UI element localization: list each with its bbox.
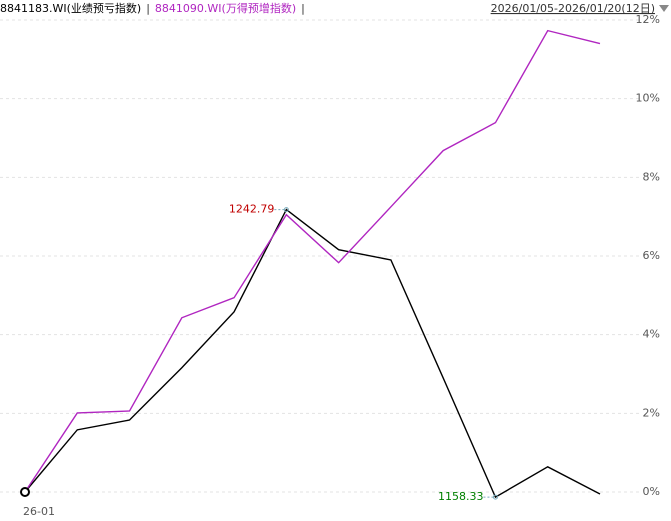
date-range[interactable]: 2026/01/05-2026/01/20(12日) xyxy=(491,2,655,15)
y-tick-label: 12% xyxy=(636,13,660,26)
legend-separator: | xyxy=(301,2,305,15)
annotation-point xyxy=(283,207,289,213)
y-tick-label: 0% xyxy=(643,485,660,498)
y-tick-label: 2% xyxy=(643,406,660,419)
x-tick-label: 26-01 xyxy=(23,505,55,518)
legend-separator: | xyxy=(146,2,150,15)
y-tick-label: 4% xyxy=(643,328,660,341)
y-tick-label: 6% xyxy=(643,249,660,262)
y-tick-label: 10% xyxy=(636,92,660,105)
annotation: 1242.79 xyxy=(229,203,275,216)
y-tick-label: 8% xyxy=(643,170,660,183)
legend-entry[interactable]: 8841183.WI(业绩预亏指数) xyxy=(0,1,141,15)
start-marker xyxy=(20,487,30,497)
annotation: 1158.33 xyxy=(438,490,484,503)
dropdown-icon[interactable] xyxy=(659,5,669,12)
series-line xyxy=(24,208,601,499)
legend-entry[interactable]: 8841090.WI(万得预增指数) xyxy=(155,1,296,15)
series-line xyxy=(24,29,601,493)
annotation-point xyxy=(492,494,498,500)
